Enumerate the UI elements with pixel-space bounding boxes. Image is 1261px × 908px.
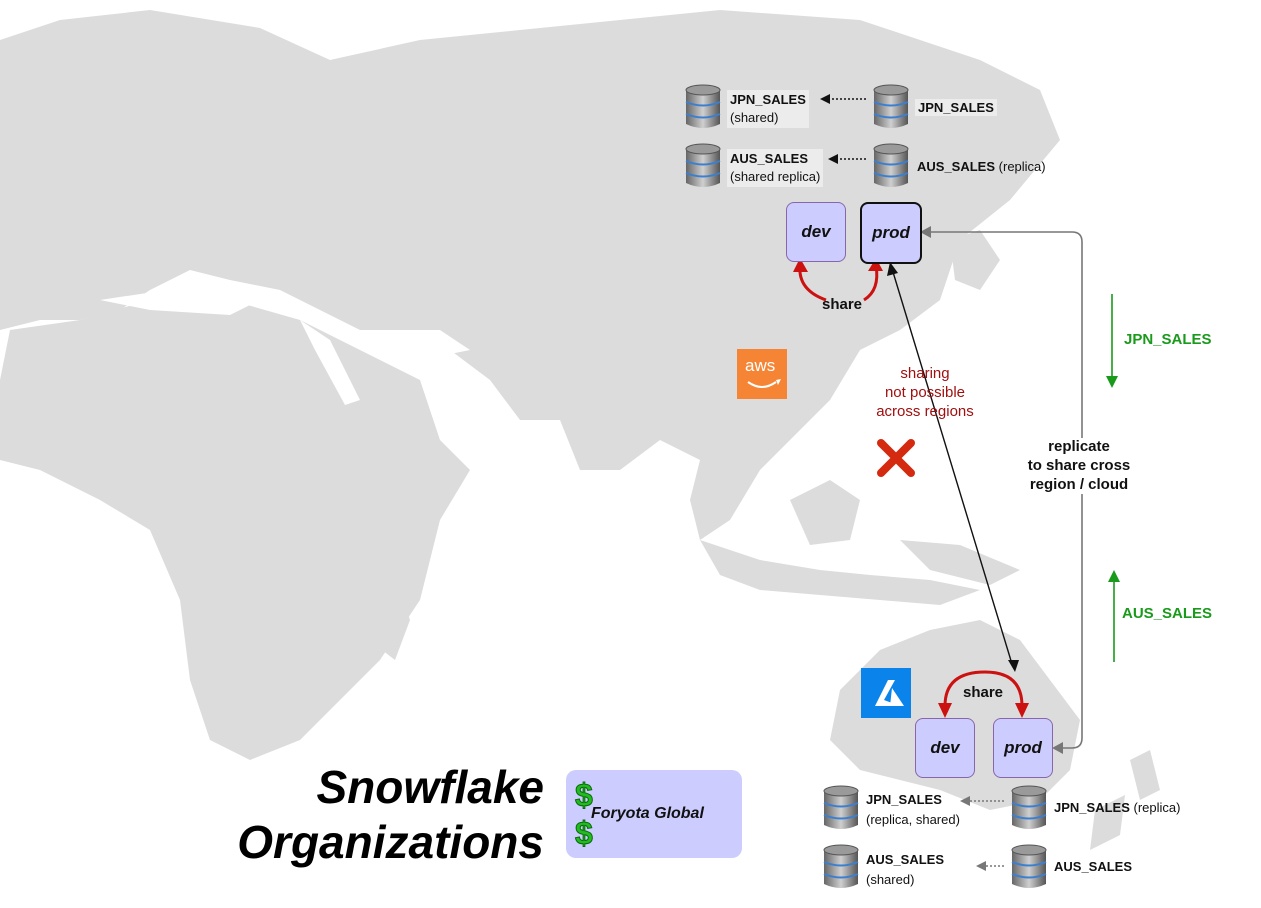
- asia-share-label: share: [822, 296, 863, 313]
- db-label-asia-jpn-source: JPN_SALES: [915, 99, 997, 116]
- australia-prod-label: prod: [1004, 738, 1042, 757]
- map-borneo: [790, 480, 860, 545]
- db-label-asia-jpn-shared: JPN_SALES (shared): [727, 90, 809, 129]
- svg-text:$: $: [575, 778, 593, 813]
- db-label-aus-aus-source: AUS_SALES: [1054, 859, 1133, 874]
- map-new-zealand-south: [1090, 795, 1125, 850]
- database-icon: [1010, 785, 1048, 831]
- sharing-not-possible-note: sharing not possible across regions: [876, 365, 974, 420]
- map-madagascar: [382, 590, 410, 660]
- organization-box: [566, 770, 742, 858]
- database-icon: [684, 143, 722, 189]
- asia-prod-label: prod: [872, 223, 910, 242]
- map-uk: [75, 100, 100, 150]
- database-icon: [872, 143, 910, 189]
- db-label-aus-aus-shared: AUS_SALES (shared): [866, 852, 945, 888]
- australia-dev-account: dev: [915, 718, 975, 778]
- database-icon: [822, 844, 860, 890]
- page-title: Snowflake Organizations: [237, 761, 544, 869]
- map-new-guinea: [900, 540, 1020, 585]
- database-icon: [684, 84, 722, 130]
- db-label-aus-jpn-source: JPN_SALES (replica): [1054, 800, 1181, 815]
- svg-text:$: $: [575, 815, 593, 850]
- asia-prod-account: prod: [860, 202, 922, 264]
- aus-flow-label: AUS_SALES: [1122, 605, 1213, 622]
- database-icon: [872, 84, 910, 130]
- australia-dev-label: dev: [930, 738, 960, 757]
- dollar-icon: $ $: [575, 778, 594, 850]
- database-icon: [822, 785, 860, 831]
- database-icon: [1010, 844, 1048, 890]
- db-label-asia-aus-source: AUS_SALES (replica): [917, 159, 1046, 174]
- replicate-note: replicate to share cross region / cloud: [1018, 438, 1140, 495]
- aws-logo: aws: [745, 356, 776, 375]
- map-eurasia: [0, 10, 1060, 540]
- australia-prod-account: prod: [993, 718, 1053, 778]
- azure-logo: [861, 668, 911, 718]
- asia-dev-label: dev: [801, 222, 831, 241]
- jpn-flow-label: JPN_SALES: [1124, 331, 1212, 348]
- asia-dev-account: dev: [786, 202, 846, 262]
- x-mark-icon: [877, 439, 915, 477]
- organization-name: Foryota Global: [591, 805, 704, 822]
- map-japan: [950, 230, 1000, 290]
- db-label-aus-jpn-shared: JPN_SALES (replica, shared): [866, 792, 960, 828]
- australia-share-label: share: [963, 684, 1004, 701]
- map-africa: [0, 300, 470, 760]
- map-new-zealand: [1130, 750, 1160, 800]
- map-indonesia: [700, 540, 980, 605]
- db-label-asia-aus-shared: AUS_SALES (shared replica): [727, 149, 824, 188]
